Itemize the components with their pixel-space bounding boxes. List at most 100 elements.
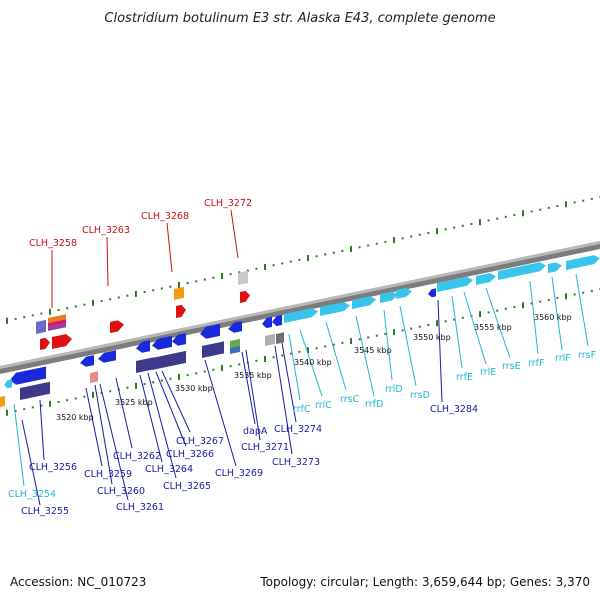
gene-arrow [10, 366, 46, 385]
genome-backbone [0, 241, 600, 374]
tick-mark [203, 370, 206, 373]
scale-label: 3560 kbp [534, 313, 572, 322]
gene-arrow [228, 321, 242, 333]
gene-label: rrlD [385, 384, 403, 395]
gene-label: dapA [243, 426, 268, 437]
gene-arrow [176, 304, 186, 318]
tick-mark [367, 244, 370, 247]
tick-mark [272, 356, 275, 359]
tick-mark [410, 235, 413, 238]
tick-mark [539, 300, 542, 303]
tick-mark [57, 401, 60, 403]
gene-arrow [110, 320, 124, 333]
leader-line [383, 309, 393, 381]
gene-label: rrsC [340, 394, 360, 405]
gene-label: CLH_3255 [21, 506, 69, 517]
gene-arrow [240, 290, 250, 303]
gene-label: rrlE [480, 367, 496, 378]
tick-mark [358, 338, 361, 341]
gene-label: CLH_3263 [82, 225, 130, 236]
gene-label: CLH_3268 [141, 211, 189, 222]
tick-mark [384, 332, 387, 335]
scale-label: 3535 kbp [234, 371, 272, 380]
tick-mark [57, 309, 60, 311]
tick-mark [479, 219, 481, 226]
tick-mark [40, 312, 43, 315]
tick-mark [582, 199, 585, 202]
leader-line [94, 384, 113, 485]
gene-label: rrfE [456, 372, 473, 383]
tick-mark [212, 276, 215, 279]
blue-gene-labels: CLH_3255 CLH_3256 CLH_3259 CLH_3260 CLH_… [21, 404, 478, 517]
tick-mark [272, 264, 275, 267]
leader-line [204, 359, 237, 467]
gene-box [238, 270, 248, 285]
gene-arrow [428, 288, 436, 298]
tick-mark [255, 267, 258, 270]
gene-box [174, 286, 184, 300]
tick-mark [565, 201, 567, 208]
tick-mark [582, 291, 585, 294]
tick-mark [238, 271, 241, 274]
accession-text: Accession: NC_010723 [10, 575, 146, 589]
tick-mark [393, 237, 395, 244]
gene-label: CLH_3264 [145, 464, 193, 475]
tick-mark [49, 308, 51, 315]
gene-label: CLH_3267 [176, 436, 224, 447]
gene-label: CLH_3274 [274, 424, 322, 435]
gene-arrow [380, 291, 398, 303]
gene-box [48, 314, 66, 323]
tick-mark [410, 327, 413, 330]
tick-tracks [6, 196, 600, 416]
gene-label: rrfD [365, 399, 383, 410]
gene-label: rrfF [528, 358, 544, 369]
tick-mark [590, 289, 593, 292]
gene-arrow [498, 262, 546, 280]
tick-mark [367, 336, 370, 339]
tick-mark [436, 320, 438, 327]
tick-mark [229, 273, 232, 276]
tick-mark [212, 368, 215, 371]
tick-mark [31, 314, 34, 317]
tick-mark [289, 260, 292, 263]
gene-features [0, 255, 600, 407]
tick-mark [135, 290, 137, 297]
tick-mark [427, 231, 430, 234]
tick-mark [117, 296, 120, 299]
tick-mark [143, 383, 146, 386]
tick-mark [160, 287, 163, 290]
tick-mark [358, 246, 361, 249]
tick-mark [307, 347, 309, 354]
gene-arrow [136, 340, 150, 353]
leader-line [281, 342, 297, 423]
tick-mark [178, 281, 180, 288]
tick-mark [92, 299, 94, 306]
tick-mark [160, 379, 163, 382]
tick-mark [14, 409, 17, 412]
tick-mark [375, 242, 378, 245]
tick-mark [444, 320, 447, 323]
tick-mark [221, 272, 223, 279]
tick-mark [298, 350, 301, 353]
gene-label: CLH_3260 [97, 486, 145, 497]
leader-line [529, 280, 539, 355]
gene-arrow [40, 337, 50, 350]
leader-line [274, 345, 293, 455]
gene-label: CLH_3284 [430, 404, 478, 415]
scale-label: 3550 kbp [413, 333, 451, 342]
tick-mark [169, 285, 172, 288]
scale-label: 3525 kbp [115, 398, 153, 407]
tick-mark [221, 364, 223, 371]
leader-line [299, 329, 323, 397]
leader-line [437, 299, 443, 403]
gene-label: CLH_3265 [163, 481, 211, 492]
tick-mark [479, 311, 481, 318]
tick-mark [289, 352, 292, 355]
tick-mark [14, 317, 17, 320]
tick-mark [315, 255, 318, 258]
gene-label: CLH_3258 [29, 238, 77, 249]
leader-line [21, 419, 41, 506]
gene-label: CLH_3266 [166, 449, 214, 460]
gene-label: rrsE [502, 361, 521, 372]
